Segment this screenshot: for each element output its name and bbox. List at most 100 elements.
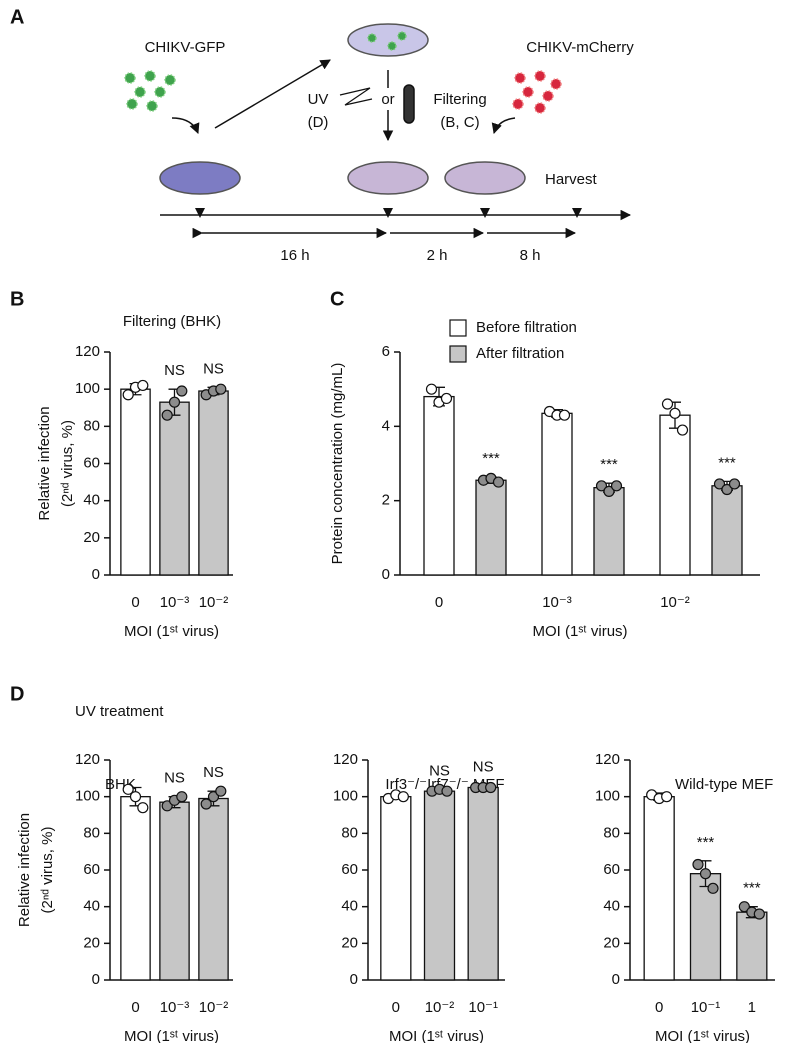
data-point bbox=[707, 882, 719, 894]
bar bbox=[736, 911, 768, 981]
bar bbox=[541, 412, 573, 576]
data-point bbox=[129, 791, 142, 803]
y-axis-label: Protein concentration (mg/mL) bbox=[329, 363, 346, 565]
legend-label: Before filtration bbox=[476, 319, 577, 336]
significance: *** bbox=[718, 454, 736, 471]
y-tick-label: 20 bbox=[83, 934, 100, 951]
significance: NS bbox=[473, 759, 494, 776]
label: 2 h bbox=[427, 247, 448, 264]
y-tick-label: 80 bbox=[83, 417, 100, 434]
legend-swatch bbox=[449, 319, 467, 337]
y-tick-label: 0 bbox=[92, 971, 100, 988]
y-tick-label: 80 bbox=[341, 824, 358, 841]
data-point bbox=[200, 798, 212, 810]
significance: NS bbox=[164, 770, 185, 787]
significance: NS bbox=[203, 764, 224, 781]
label: CHIKV-mCherry bbox=[526, 39, 634, 56]
bar bbox=[689, 873, 722, 981]
significance: NS bbox=[164, 362, 185, 379]
y-tick-label: 100 bbox=[75, 788, 100, 805]
x-tick-label: 0 bbox=[435, 594, 443, 611]
x-tick-label: 10⁻¹ bbox=[468, 999, 498, 1016]
x-tick-label: 10⁻³ bbox=[160, 999, 190, 1016]
data-point bbox=[397, 791, 409, 803]
y-tick-label: 0 bbox=[382, 566, 390, 583]
data-point bbox=[492, 476, 505, 488]
data-point bbox=[738, 901, 750, 913]
significance: NS bbox=[203, 360, 224, 377]
data-point bbox=[610, 480, 623, 492]
x-tick-label: 1 bbox=[748, 999, 756, 1016]
data-point bbox=[215, 785, 227, 797]
bar bbox=[120, 388, 151, 576]
y-tick-label: 120 bbox=[333, 751, 358, 768]
data-point bbox=[122, 389, 134, 401]
y-axis-label: Relative infection bbox=[36, 406, 53, 520]
bar bbox=[423, 395, 455, 576]
x-axis-label: MOI (1ˢᵗ virus) bbox=[124, 1028, 219, 1043]
y-tick-label: 100 bbox=[333, 788, 358, 805]
bar bbox=[380, 796, 412, 981]
x-tick-label: 10⁻¹ bbox=[691, 999, 721, 1016]
data-point bbox=[713, 478, 726, 490]
y-tick-label: 60 bbox=[603, 861, 620, 878]
data-point bbox=[661, 398, 674, 410]
data-point bbox=[440, 392, 453, 405]
bar bbox=[159, 401, 190, 576]
x-tick-label: 0 bbox=[392, 999, 400, 1016]
data-point bbox=[168, 396, 181, 408]
x-tick-label: 10⁻² bbox=[199, 594, 229, 611]
label: Filtering bbox=[433, 91, 486, 108]
data-point bbox=[441, 785, 453, 797]
y-tick-label: 40 bbox=[83, 898, 100, 915]
y-tick-label: 60 bbox=[341, 861, 358, 878]
y-tick-label: 60 bbox=[83, 454, 100, 471]
data-point bbox=[176, 385, 188, 397]
data-point bbox=[161, 409, 173, 421]
data-point bbox=[207, 791, 220, 803]
legend-swatch bbox=[449, 345, 467, 363]
data-point bbox=[699, 868, 712, 880]
schematic bbox=[124, 23, 632, 239]
x-tick-label: 0 bbox=[131, 999, 139, 1016]
significance: *** bbox=[743, 880, 761, 897]
label: Harvest bbox=[545, 171, 598, 188]
data-point bbox=[603, 485, 615, 497]
chart-title: Wild-type MEF bbox=[675, 776, 773, 793]
bar bbox=[198, 797, 229, 981]
data-point bbox=[661, 791, 673, 803]
x-tick-label: 0 bbox=[655, 999, 663, 1016]
bar bbox=[423, 790, 456, 981]
y-axis-label: (2ⁿᵈ virus, %) bbox=[39, 827, 56, 914]
x-axis-label: MOI (1ˢᵗ virus) bbox=[532, 623, 627, 640]
x-tick-label: 10⁻² bbox=[660, 594, 690, 611]
data-point bbox=[161, 800, 173, 812]
data-point bbox=[676, 424, 689, 436]
data-point bbox=[176, 791, 188, 803]
y-tick-label: 100 bbox=[595, 788, 620, 805]
panel-label: B bbox=[10, 288, 24, 310]
group-title: UV treatment bbox=[75, 703, 164, 720]
data-point bbox=[425, 383, 438, 395]
bar bbox=[659, 414, 691, 576]
data-point bbox=[595, 480, 608, 492]
y-tick-label: 20 bbox=[341, 934, 358, 951]
bar bbox=[159, 801, 190, 981]
data-point bbox=[728, 478, 741, 490]
y-tick-label: 0 bbox=[612, 971, 620, 988]
label: (D) bbox=[308, 114, 329, 131]
y-tick-label: 0 bbox=[92, 566, 100, 583]
label: CHIKV-GFP bbox=[145, 39, 226, 56]
data-point bbox=[485, 781, 497, 794]
significance: *** bbox=[600, 456, 618, 473]
y-tick-label: 120 bbox=[75, 751, 100, 768]
y-axis-label: (2ⁿᵈ virus, %) bbox=[59, 420, 76, 507]
y-tick-label: 100 bbox=[75, 380, 100, 397]
data-point bbox=[721, 483, 733, 496]
bar bbox=[120, 796, 151, 981]
bar bbox=[711, 485, 743, 576]
bar bbox=[198, 390, 229, 576]
y-tick-label: 120 bbox=[595, 751, 620, 768]
x-tick-label: 10⁻³ bbox=[160, 594, 190, 611]
